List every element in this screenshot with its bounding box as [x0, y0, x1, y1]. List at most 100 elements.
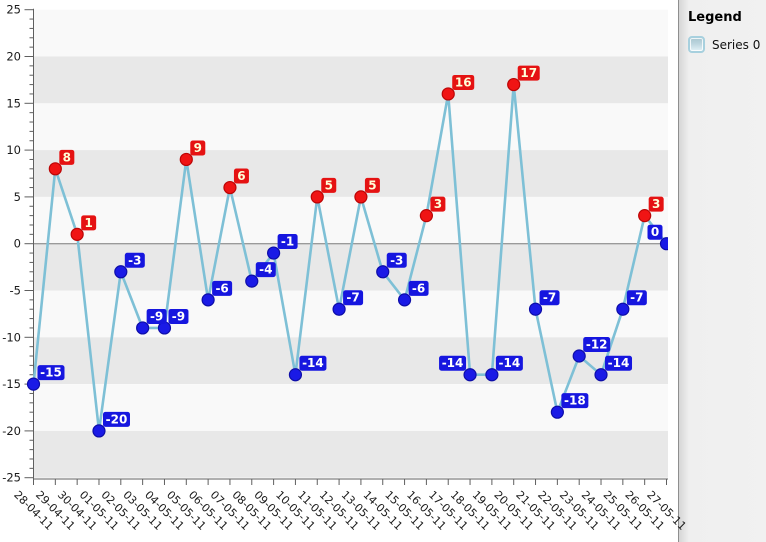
- x-tick-label: 30-04-11: [55, 488, 100, 533]
- x-tick-label: 16-05-11: [404, 488, 449, 533]
- data-point-label: 5: [325, 178, 333, 192]
- data-point-label-box: [168, 308, 189, 324]
- plot-band: [33, 337, 668, 385]
- data-point-label: -7: [346, 291, 359, 305]
- data-point-marker: [528, 302, 543, 316]
- data-point-marker: [550, 405, 564, 419]
- legend-item-series-0: Series 0: [688, 36, 760, 53]
- data-point-label: -14: [499, 356, 521, 370]
- x-axis-ticks: 28-04-1129-04-1130-04-1101-05-1102-05-11…: [11, 479, 689, 533]
- y-tick-label: -15: [2, 377, 21, 391]
- data-point-label-box: [343, 290, 364, 306]
- x-tick-label: 12-05-11: [317, 488, 362, 533]
- data-point-marker: [245, 274, 259, 288]
- x-tick-label: 19-05-11: [470, 488, 515, 533]
- y-tick-label: -20: [2, 424, 21, 438]
- data-point-label: -9: [150, 309, 163, 323]
- data-point-label-box: [561, 393, 589, 409]
- data-point-label-box: [364, 177, 380, 193]
- data-point-label-box: [517, 65, 540, 81]
- plot-band: [33, 196, 668, 244]
- y-tick-label: 25: [6, 3, 21, 17]
- x-tick-label: 06-05-11: [186, 488, 231, 533]
- data-point-marker: [179, 152, 193, 167]
- data-point-marker: [114, 265, 128, 279]
- data-point-label-box: [102, 411, 130, 427]
- data-point-label: -4: [259, 263, 272, 277]
- data-point-label: 3: [652, 197, 660, 211]
- y-tick-label: 0: [14, 237, 21, 251]
- plot-band: [33, 9, 668, 57]
- data-point-label: -20: [106, 412, 128, 426]
- data-point-label: -3: [390, 253, 403, 267]
- data-point-label: -15: [40, 366, 62, 380]
- x-tick-label: 23-05-11: [557, 488, 602, 533]
- y-tick-label: -10: [2, 330, 21, 344]
- data-point-marker: [26, 377, 41, 391]
- data-point-label: -12: [586, 338, 608, 352]
- x-tick-label: 01-05-11: [77, 488, 122, 533]
- data-point-marker: [223, 180, 237, 195]
- x-tick-label: 22-05-11: [535, 488, 580, 533]
- chart-background: [0, 0, 677, 542]
- plot-bands: [33, 9, 668, 478]
- y-tick-label: 5: [14, 190, 21, 204]
- data-point-label: -6: [215, 281, 228, 295]
- data-point-label: -18: [564, 394, 586, 408]
- legend-title: Legend: [688, 10, 742, 25]
- data-point-label: 16: [455, 75, 472, 89]
- x-tick-label: 17-05-11: [426, 488, 471, 533]
- plot-band: [33, 103, 668, 151]
- data-point-marker: [572, 349, 586, 363]
- data-point-label: 3: [434, 197, 442, 211]
- x-tick-label: 26-05-11: [622, 488, 667, 533]
- data-point-label-box: [647, 224, 663, 240]
- data-point-marker: [638, 209, 652, 223]
- data-point-marker: [659, 237, 668, 251]
- data-point-label-box: [386, 252, 407, 268]
- data-point-label-box: [439, 355, 467, 371]
- y-tick-label: 10: [6, 143, 21, 157]
- plot-band: [33, 384, 668, 431]
- data-point-label-box: [81, 215, 97, 231]
- data-point-marker: [376, 265, 390, 279]
- x-tick-label: 25-05-11: [601, 488, 646, 533]
- plot-band: [33, 290, 668, 338]
- data-point-label: 6: [237, 169, 245, 183]
- data-point-marker: [48, 162, 62, 176]
- x-tick-label: 18-05-11: [448, 488, 493, 533]
- data-point-label-box: [321, 177, 337, 193]
- data-point-label: 17: [520, 66, 537, 80]
- x-tick-label: 05-05-11: [164, 488, 209, 533]
- data-point-marker: [267, 246, 281, 260]
- data-point-label-box: [452, 74, 475, 90]
- data-point-label: -7: [630, 291, 643, 305]
- data-point-label: -14: [442, 356, 464, 370]
- data-point-label-box: [626, 290, 647, 306]
- data-point-label-box: [190, 140, 206, 156]
- data-point-marker: [485, 368, 499, 382]
- data-point-label: 8: [63, 150, 71, 164]
- data-point-label: -1: [281, 235, 294, 249]
- x-tick-label: 02-05-11: [99, 488, 144, 533]
- x-tick-label: 09-05-11: [251, 488, 296, 533]
- y-tick-label: -5: [10, 284, 21, 298]
- x-tick-label: 14-05-11: [360, 488, 405, 533]
- data-point-marker: [397, 293, 412, 307]
- data-point-marker: [157, 321, 172, 335]
- data-point-marker: [136, 321, 150, 335]
- x-tick-label: 13-05-11: [339, 488, 384, 533]
- data-point-label-box: [299, 355, 327, 371]
- data-point-marker: [441, 87, 455, 101]
- data-point-marker: [507, 77, 521, 92]
- data-point-label: -6: [412, 281, 425, 295]
- data-point-label-box: [605, 355, 633, 371]
- data-point-label: 9: [194, 141, 202, 155]
- x-tick-label: 10-05-11: [273, 488, 318, 533]
- data-point-label: 0: [651, 225, 659, 239]
- series-line: [32, 83, 668, 433]
- data-point-marker: [288, 368, 303, 382]
- data-point-label-box: [124, 252, 145, 268]
